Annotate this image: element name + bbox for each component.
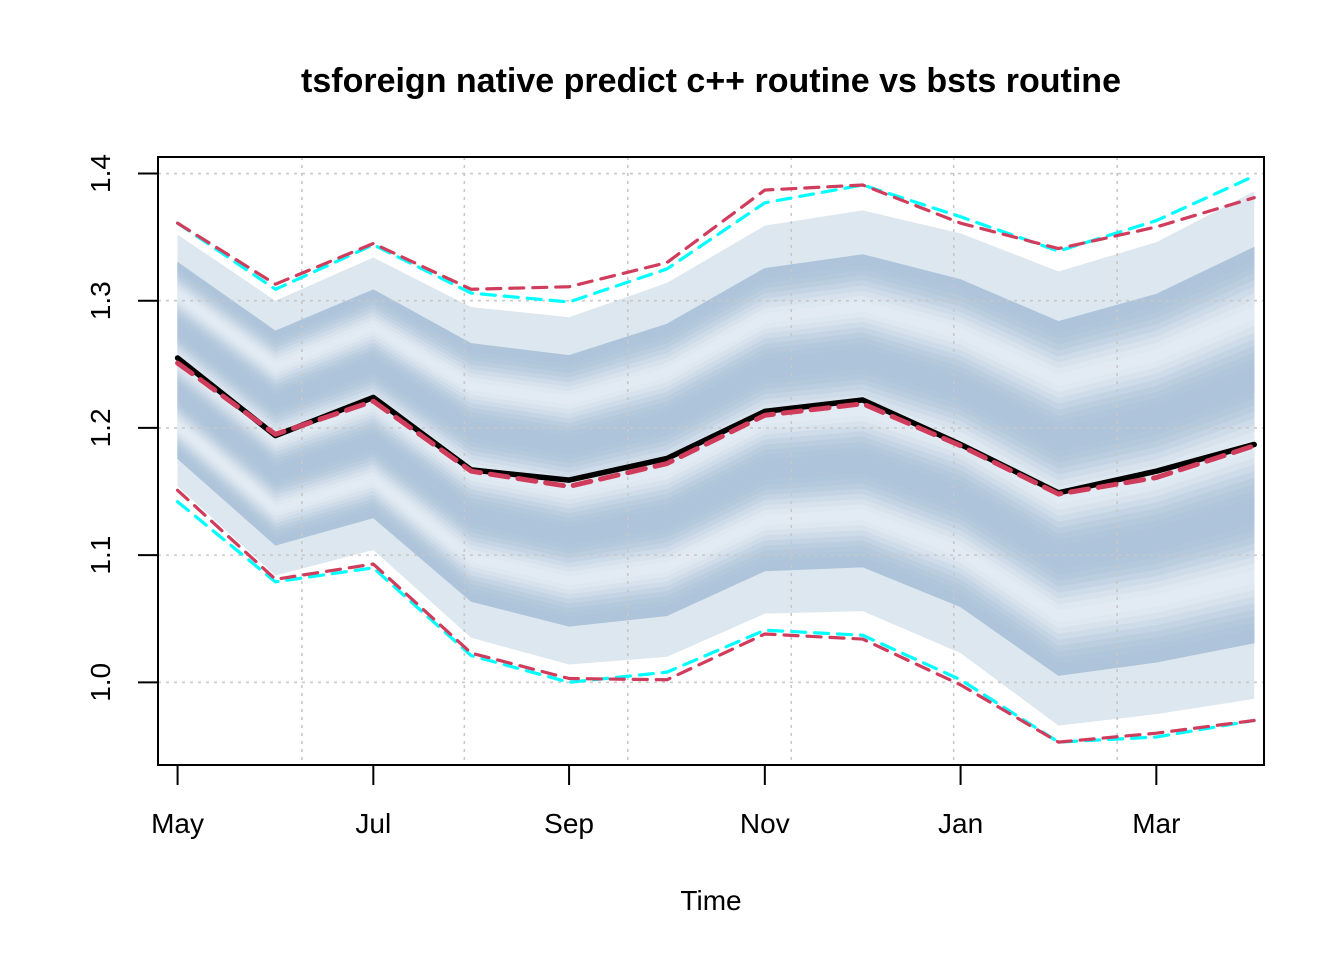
x-tick-label: Jan bbox=[938, 808, 983, 839]
y-tick-label: 1.0 bbox=[85, 663, 116, 702]
y-tick-label: 1.4 bbox=[85, 154, 116, 193]
x-axis: May Jul Sep Nov Jan Mar bbox=[151, 764, 1180, 839]
x-tick-label: Mar bbox=[1132, 808, 1180, 839]
x-tick-label: May bbox=[151, 808, 204, 839]
x-axis-title: Time bbox=[680, 885, 741, 916]
y-axis: 1.0 1.1 1.2 1.3 1.4 bbox=[85, 154, 159, 702]
series-line bbox=[175, 500, 1256, 744]
y-tick-label: 1.1 bbox=[85, 536, 116, 575]
chart-title: tsforeign native predict c++ routine vs … bbox=[301, 62, 1121, 100]
y-tick-label: 1.2 bbox=[85, 408, 116, 447]
series-lines bbox=[174, 174, 1257, 744]
series-line bbox=[175, 360, 1257, 497]
y-tick-label: 1.3 bbox=[85, 281, 116, 320]
series-line bbox=[175, 183, 1256, 291]
x-tick-label: Nov bbox=[740, 808, 790, 839]
series-line bbox=[175, 488, 1256, 744]
x-tick-label: Jul bbox=[355, 808, 391, 839]
prediction-band bbox=[177, 191, 1255, 726]
band-strip bbox=[177, 454, 1255, 676]
x-tick-label: Sep bbox=[544, 808, 594, 839]
grid bbox=[158, 157, 1264, 765]
